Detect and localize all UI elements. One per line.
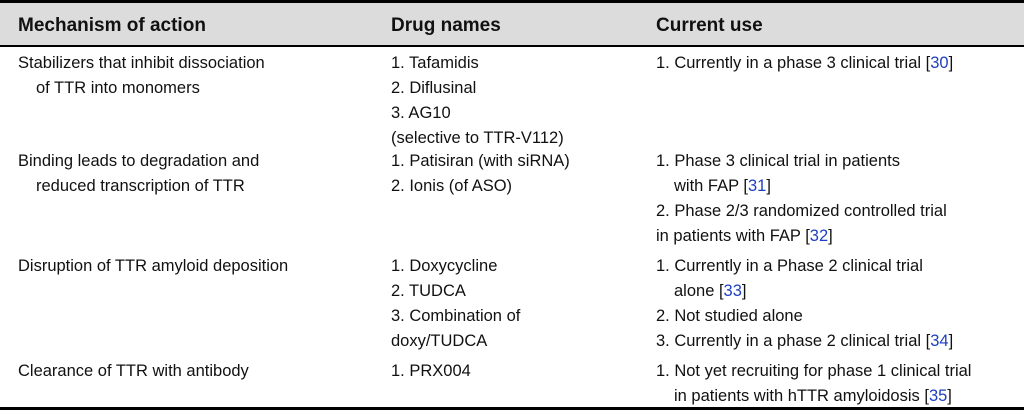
use-text: in patients with FAP [32] [656,227,833,245]
mechanism-text: Disruption of TTR amyloid deposition [18,257,289,275]
mechanism-text: Binding leads to degradation and [18,152,260,170]
mechanism-text: of TTR into monomers [36,79,200,97]
table-row-3-use: 1. Currently in a Phase 2 clinical trial… [656,254,953,354]
use-text: in patients with hTTR amyloidosis [35] [674,387,952,405]
mechanism-text: Stabilizers that inhibit dissociation [18,54,265,72]
reference-link[interactable]: 34 [930,332,949,350]
mechanism-text: reduced transcription of TTR [36,177,245,195]
drug-name: doxy/TUDCA [391,332,488,350]
drug-name: 2. Ionis (of ASO) [391,177,513,195]
table-row-4-drugs: 1. PRX004 [391,359,471,384]
header-current-use: Current use [656,15,763,36]
table-row-2-use: 1. Phase 3 clinical trial in patients wi… [656,149,947,249]
table-bottom-rule [0,407,1024,410]
use-text: 1. Currently in a phase 3 clinical trial… [656,54,954,72]
reference-link[interactable]: 31 [747,177,767,195]
header-mechanism: Mechanism of action [18,15,206,36]
table-row-1-drugs: 1. Tafamidis 2. Diflusinal 3. AG10 (sele… [391,51,564,151]
drug-name: 1. PRX004 [391,362,471,380]
use-text: 2. Phase 2/3 randomized controlled trial [656,202,947,220]
use-text: 1. Not yet recruiting for phase 1 clinic… [656,362,972,380]
mechanism-text: Clearance of TTR with antibody [18,362,249,380]
drug-name: 1. Tafamidis [391,54,479,72]
table-row-2-mechanism: Binding leads to degradation and reduced… [18,149,259,199]
table-row-4-use: 1. Not yet recruiting for phase 1 clinic… [656,359,971,409]
header-drug-names: Drug names [391,15,501,36]
use-text: 2. Not studied alone [656,307,803,325]
drug-name: 1. Patisiran (with siRNA) [391,152,570,170]
table-row-4-mechanism: Clearance of TTR with antibody [18,359,249,384]
use-text: 1. Currently in a Phase 2 clinical trial [656,257,923,275]
table-row-3-mechanism: Disruption of TTR amyloid deposition [18,254,288,279]
drug-name: 2. TUDCA [391,282,466,300]
table-row-1-mechanism: Stabilizers that inhibit dissociation of… [18,51,265,101]
reference-link[interactable]: 30 [930,54,949,72]
use-text: alone [33] [674,282,747,300]
drug-name: 3. Combination of [391,307,521,325]
drug-name: 1. Doxycycline [391,257,498,275]
drug-name: 3. AG10 [391,104,451,122]
reference-link[interactable]: 35 [928,387,948,405]
drug-note: (selective to TTR-V112) [391,129,564,147]
table-row-1-use: 1. Currently in a phase 3 clinical trial… [656,51,953,76]
table-header: Mechanism of action Drug names Current u… [0,0,1024,47]
use-text: with FAP [31] [674,177,771,195]
use-text: 1. Phase 3 clinical trial in patients [656,152,900,170]
table-row-2-drugs: 1. Patisiran (with siRNA) 2. Ionis (of A… [391,149,570,199]
drug-name: 2. Diflusinal [391,79,477,97]
reference-link[interactable]: 33 [723,282,742,300]
use-text: 3. Currently in a phase 2 clinical trial… [656,332,954,350]
reference-link[interactable]: 32 [809,227,829,245]
table-row-3-drugs: 1. Doxycycline 2. TUDCA 3. Combination o… [391,254,520,354]
